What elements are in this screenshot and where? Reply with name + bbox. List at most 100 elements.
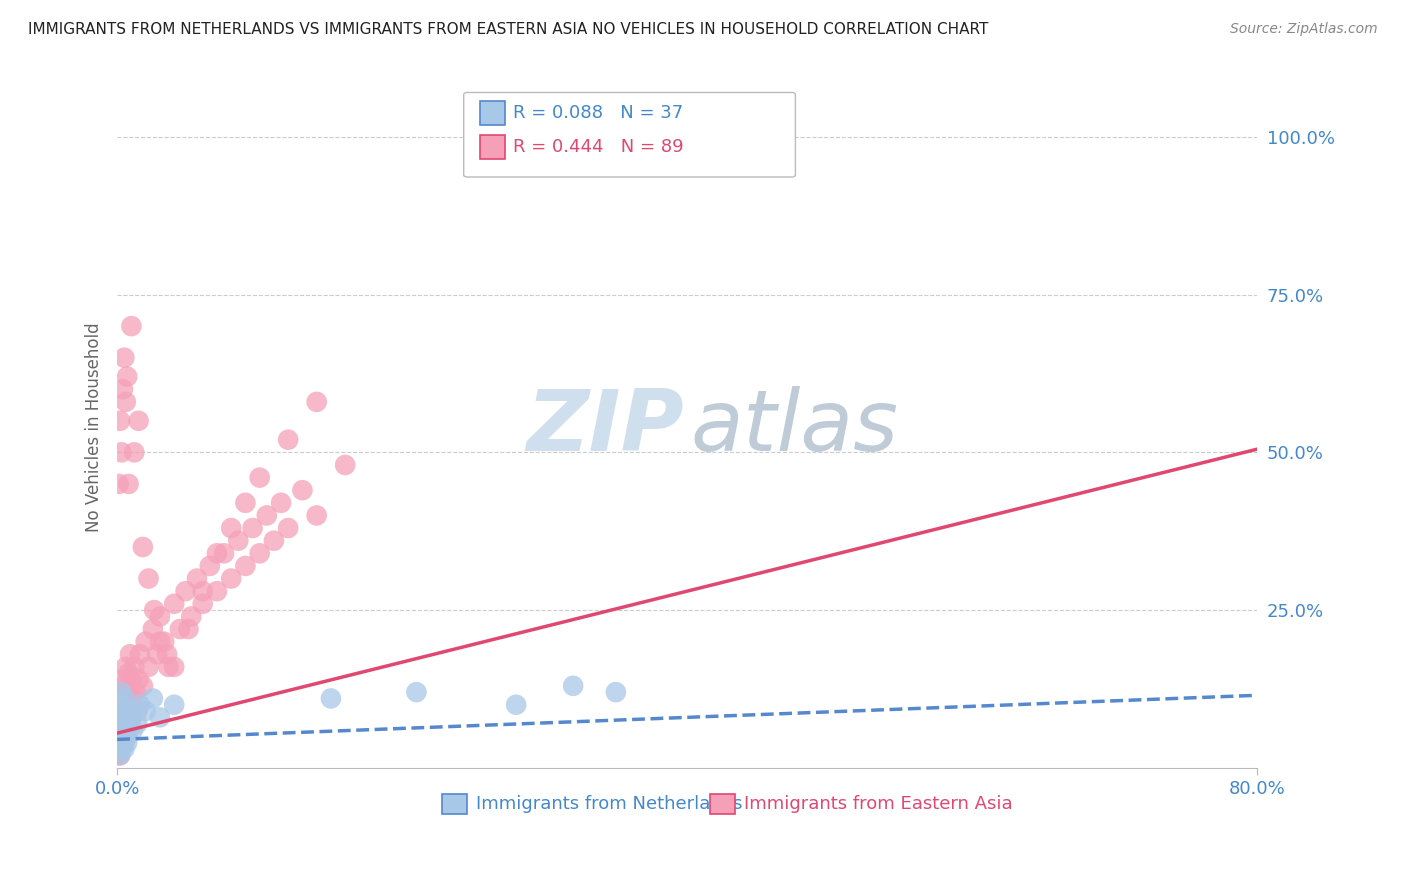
Point: [114, 660, 136, 674]
Point: [108, 736, 131, 750]
Point: [129, 647, 152, 661]
Point: [110, 685, 132, 699]
Point: [107, 710, 129, 724]
Point: [118, 647, 141, 661]
Point: [142, 691, 165, 706]
Point: [114, 729, 136, 743]
Point: [115, 729, 138, 743]
Point: [111, 723, 134, 737]
Point: [505, 698, 527, 712]
Point: [305, 395, 328, 409]
Point: [115, 704, 138, 718]
Y-axis label: No Vehicles in Household: No Vehicles in Household: [86, 322, 103, 532]
Point: [124, 445, 146, 459]
Point: [249, 546, 271, 560]
Point: [235, 496, 257, 510]
Point: [110, 685, 132, 699]
Point: [120, 710, 142, 724]
Point: [405, 685, 427, 699]
Text: R = 0.444   N = 89: R = 0.444 N = 89: [513, 138, 683, 156]
Point: [107, 742, 129, 756]
Point: [212, 546, 235, 560]
Point: [108, 414, 131, 428]
Point: [124, 704, 146, 718]
Point: [110, 742, 132, 756]
Text: Source: ZipAtlas.com: Source: ZipAtlas.com: [1230, 22, 1378, 37]
Point: [107, 729, 129, 743]
Point: [235, 558, 257, 573]
Text: ZIP: ZIP: [526, 385, 683, 468]
Point: [110, 716, 132, 731]
Point: [169, 622, 191, 636]
Point: [115, 369, 138, 384]
Point: [115, 685, 138, 699]
Point: [128, 414, 150, 428]
Point: [107, 748, 129, 763]
Text: atlas: atlas: [690, 385, 898, 468]
Point: [120, 710, 142, 724]
Point: [319, 691, 342, 706]
Point: [180, 609, 202, 624]
Point: [163, 698, 186, 712]
Point: [146, 647, 169, 661]
Text: Immigrants from Eastern Asia: Immigrants from Eastern Asia: [744, 795, 1012, 813]
Point: [142, 622, 165, 636]
Point: [112, 679, 135, 693]
Point: [117, 723, 139, 737]
Point: [114, 395, 136, 409]
Point: [114, 698, 136, 712]
Text: Immigrants from Netherlands: Immigrants from Netherlands: [477, 795, 742, 813]
Point: [117, 666, 139, 681]
Point: [110, 742, 132, 756]
Point: [277, 521, 299, 535]
Point: [112, 710, 135, 724]
Point: [156, 647, 179, 661]
Point: [163, 597, 186, 611]
Bar: [479, 135, 505, 160]
Point: [112, 742, 135, 756]
Point: [149, 634, 172, 648]
Bar: [441, 794, 467, 814]
Point: [115, 736, 138, 750]
Point: [117, 476, 139, 491]
Point: [107, 710, 129, 724]
Point: [110, 710, 132, 724]
Point: [111, 736, 134, 750]
Point: [149, 609, 172, 624]
Point: [205, 546, 228, 560]
Point: [256, 508, 278, 523]
Point: [333, 458, 356, 472]
Point: [277, 433, 299, 447]
Point: [107, 736, 129, 750]
Point: [127, 716, 149, 731]
Point: [111, 382, 134, 396]
Point: [111, 729, 134, 743]
Point: [157, 660, 180, 674]
Point: [120, 673, 142, 687]
Bar: [479, 101, 505, 125]
Point: [191, 584, 214, 599]
Point: [108, 748, 131, 763]
Point: [242, 521, 264, 535]
Point: [108, 723, 131, 737]
Point: [108, 723, 131, 737]
Point: [249, 470, 271, 484]
Point: [125, 685, 148, 699]
Point: [121, 723, 143, 737]
Point: [110, 445, 132, 459]
Point: [110, 716, 132, 731]
Point: [110, 729, 132, 743]
Point: [108, 729, 131, 743]
Point: [111, 691, 134, 706]
Point: [149, 710, 172, 724]
Point: [112, 351, 135, 365]
Point: [153, 634, 176, 648]
Point: [112, 736, 135, 750]
Point: [205, 584, 228, 599]
Point: [121, 691, 143, 706]
Point: [305, 508, 328, 523]
Point: [143, 603, 166, 617]
Point: [186, 572, 208, 586]
Point: [198, 558, 221, 573]
Point: [114, 723, 136, 737]
